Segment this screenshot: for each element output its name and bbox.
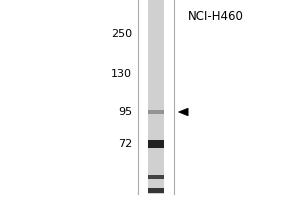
Bar xyxy=(148,140,164,148)
Text: NCI-H460: NCI-H460 xyxy=(188,10,244,23)
Text: 95: 95 xyxy=(118,107,132,117)
Text: 130: 130 xyxy=(111,69,132,79)
Bar xyxy=(148,110,164,114)
Polygon shape xyxy=(178,108,188,116)
Bar xyxy=(148,175,164,179)
Text: 72: 72 xyxy=(118,139,132,149)
Text: 250: 250 xyxy=(111,29,132,39)
Bar xyxy=(148,188,164,192)
Bar xyxy=(148,0,164,194)
